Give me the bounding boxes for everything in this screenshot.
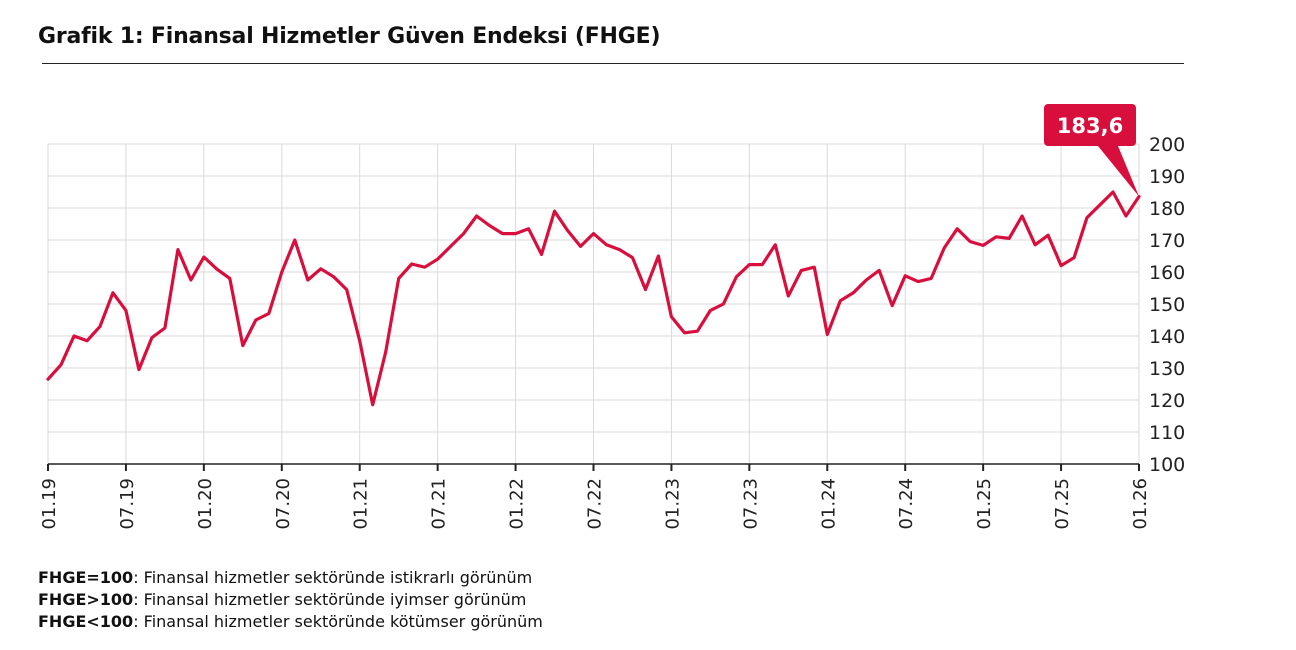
- note-text: : Finansal hizmetler sektöründe kötümser…: [133, 612, 543, 631]
- x-tick-label: 01.22: [507, 478, 528, 530]
- value-callout: 183,6: [1044, 104, 1139, 197]
- y-tick-label: 150: [1149, 294, 1185, 316]
- legend-notes: FHGE=100: Finansal hizmetler sektöründe …: [38, 567, 543, 633]
- x-tick-label: 07.24: [896, 478, 917, 530]
- y-tick-label: 110: [1149, 422, 1185, 444]
- y-tick-label: 100: [1149, 454, 1185, 476]
- line-chart: 100 110 120 130 140 150 160 170 180 190 200 01.19 07…: [39, 104, 1185, 530]
- x-tick-label: 01.25: [974, 478, 995, 530]
- callout-pointer: [1098, 146, 1139, 197]
- x-tick-label: 07.22: [585, 478, 606, 530]
- y-tick-label: 190: [1149, 166, 1185, 188]
- x-tick-label: 07.20: [273, 478, 294, 530]
- note-text: : Finansal hizmetler sektöründe istikrar…: [133, 568, 533, 587]
- y-tick-label: 170: [1149, 230, 1185, 252]
- x-tick-label: 01.20: [195, 478, 216, 530]
- callout-label: 183,6: [1057, 114, 1123, 138]
- x-tick-label: 01.19: [39, 478, 60, 530]
- y-tick-label: 160: [1149, 262, 1185, 284]
- x-tick-label: 07.23: [740, 478, 761, 530]
- x-tick-label: 01.21: [351, 478, 372, 530]
- series-line: [46, 190, 1141, 407]
- x-tick-label: 01.26: [1130, 478, 1151, 530]
- title-divider: [42, 63, 1184, 64]
- y-tick-label: 120: [1149, 390, 1185, 412]
- y-tick-label: 200: [1149, 134, 1185, 156]
- series-layer: [46, 190, 1141, 407]
- y-tick-label: 180: [1149, 198, 1185, 220]
- note-key: FHGE<100: [38, 612, 134, 631]
- x-tick-label: 07.19: [117, 478, 138, 530]
- note-optimistic: FHGE>100: Finansal hizmetler sektöründe …: [38, 589, 543, 611]
- callout-box: [1044, 104, 1136, 146]
- note-key: FHGE>100: [38, 590, 134, 609]
- chart-title: Grafik 1: Finansal Hizmetler Güven Endek…: [38, 24, 661, 49]
- x-tick-label: 07.25: [1052, 478, 1073, 530]
- note-stable: FHGE=100: Finansal hizmetler sektöründe …: [38, 567, 543, 589]
- y-tick-label: 130: [1149, 358, 1185, 380]
- x-tick-label: 01.24: [818, 478, 839, 530]
- axes: 100 110 120 130 140 150 160 170 180 190 200 01.19 07…: [39, 134, 1185, 530]
- note-key: FHGE=100: [38, 568, 134, 587]
- x-tick-label: 07.21: [429, 478, 450, 530]
- grid: [47, 143, 1140, 464]
- y-tick-label: 140: [1149, 326, 1185, 348]
- x-tick-label: 01.23: [662, 478, 683, 530]
- note-text: : Finansal hizmetler sektöründe iyimser …: [133, 590, 527, 609]
- note-pessimistic: FHGE<100: Finansal hizmetler sektöründe …: [38, 611, 543, 633]
